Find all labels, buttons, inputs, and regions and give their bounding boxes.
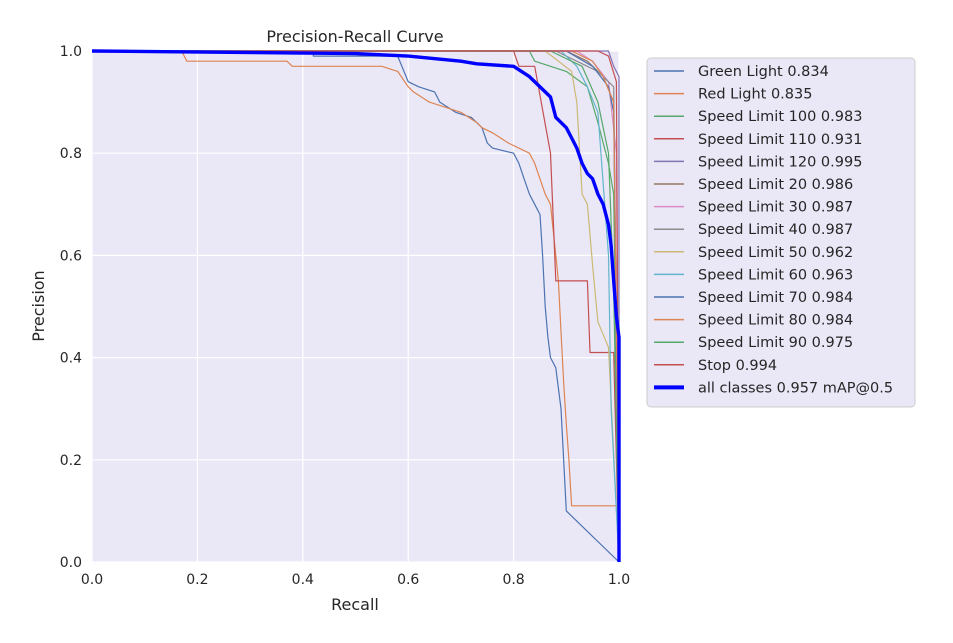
legend: Green Light 0.834 Red Light 0.835 Speed Li…: [646, 57, 916, 408]
y-tick-label: 0.6: [60, 248, 82, 264]
legend-label: Speed Limit 60 0.963: [698, 267, 853, 283]
legend-label: Speed Limit 110 0.931: [698, 132, 862, 148]
series-line: [91, 49, 621, 562]
x-tick-label: 0.0: [81, 572, 103, 588]
series-line: [92, 50, 620, 563]
plot-background: [92, 51, 619, 562]
series-line: [92, 50, 620, 563]
legend-label: Speed Limit 40 0.987: [698, 222, 853, 238]
legend-label: Speed Limit 50 0.962: [698, 245, 853, 261]
y-axis-label: Precision: [29, 270, 48, 341]
legend-label: Speed Limit 90 0.975: [698, 335, 853, 351]
legend-label: Green Light 0.834: [698, 64, 829, 80]
legend-label: Speed Limit 30 0.987: [698, 200, 853, 216]
y-tick-label: 0.0: [60, 555, 82, 571]
series-line: [92, 50, 620, 563]
legend-label: all classes 0.957 mAP@0.5: [698, 380, 893, 396]
legend-box: [646, 57, 916, 408]
series-line: [92, 50, 620, 563]
legend-label: Speed Limit 20 0.986: [698, 177, 853, 193]
series-layer: [91, 49, 621, 563]
x-tick-label: 0.8: [502, 572, 524, 588]
tick-labels: 0.0 0.2 0.4 0.6 0.8 1.0 0.0 0.2 0.4 0.6 0.8 1.0: [60, 44, 630, 588]
series-line: [92, 50, 620, 563]
legend-label: Speed Limit 80 0.984: [698, 313, 853, 329]
chart-title: Precision-Recall Curve: [266, 27, 443, 46]
x-tick-label: 0.2: [186, 572, 208, 588]
legend-label: Speed Limit 120 0.995: [698, 154, 862, 170]
legend-label: Red Light 0.835: [698, 87, 812, 103]
legend-label: Stop 0.994: [698, 358, 777, 374]
y-tick-label: 0.4: [60, 351, 82, 367]
x-tick-label: 0.6: [397, 572, 419, 588]
series-line: [92, 50, 620, 563]
x-tick-label: 0.4: [292, 572, 314, 588]
x-axis-label: Recall: [331, 595, 379, 614]
y-tick-label: 0.2: [60, 453, 82, 469]
y-tick-label: 0.8: [60, 146, 82, 162]
y-tick-label: 1.0: [60, 44, 82, 60]
legend-label: Speed Limit 70 0.984: [698, 290, 853, 306]
x-tick-label: 1.0: [608, 572, 630, 588]
series-line: [92, 50, 620, 562]
legend-label: Speed Limit 100 0.983: [698, 109, 862, 125]
